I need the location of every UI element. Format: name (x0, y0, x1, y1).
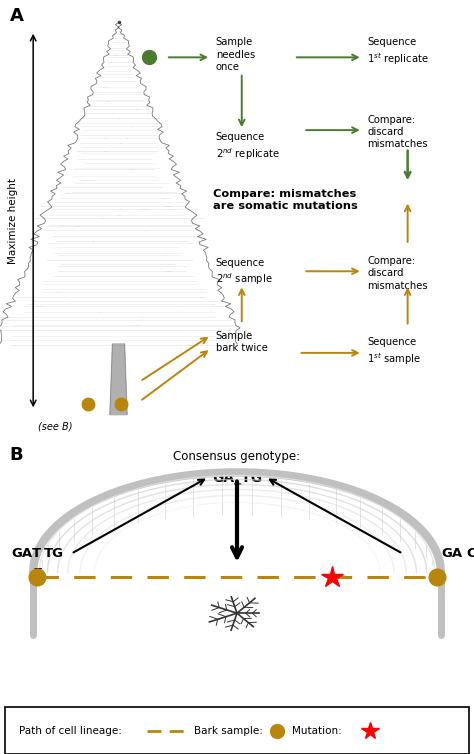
Text: Mutation:: Mutation: (292, 725, 341, 736)
Text: Sample
needles
once: Sample needles once (216, 38, 255, 72)
Text: Sequence
1$^{st}$ replicate: Sequence 1$^{st}$ replicate (367, 38, 429, 67)
Text: GA: GA (442, 547, 463, 560)
Text: Maximize height: Maximize height (8, 177, 18, 264)
Text: GA_TG: GA_TG (212, 470, 262, 485)
Text: GA: GA (11, 547, 32, 560)
FancyBboxPatch shape (5, 707, 469, 754)
Text: Consensus genotype:: Consensus genotype: (173, 450, 301, 464)
Polygon shape (110, 344, 127, 415)
Text: B: B (9, 446, 23, 464)
Text: C: C (466, 547, 474, 560)
Text: Sample
bark twice: Sample bark twice (216, 331, 267, 353)
Text: Sequence
2$^{nd}$ sample: Sequence 2$^{nd}$ sample (216, 258, 272, 287)
Text: Compare:
discard
mismatches: Compare: discard mismatches (367, 115, 428, 149)
Text: Sequence
1$^{st}$ sample: Sequence 1$^{st}$ sample (367, 338, 421, 366)
Text: Path of cell lineage:: Path of cell lineage: (19, 725, 122, 736)
Text: Sequence
2$^{nd}$ replicate: Sequence 2$^{nd}$ replicate (216, 133, 280, 161)
Text: Compare:
discard
mismatches: Compare: discard mismatches (367, 256, 428, 290)
Text: TG: TG (44, 547, 64, 560)
Text: Bark sample:: Bark sample: (194, 725, 263, 736)
Text: Compare: mismatches
are somatic mutations: Compare: mismatches are somatic mutation… (213, 188, 358, 211)
Text: A: A (9, 7, 23, 25)
Text: (see B): (see B) (38, 421, 73, 431)
Text: T: T (32, 547, 41, 560)
